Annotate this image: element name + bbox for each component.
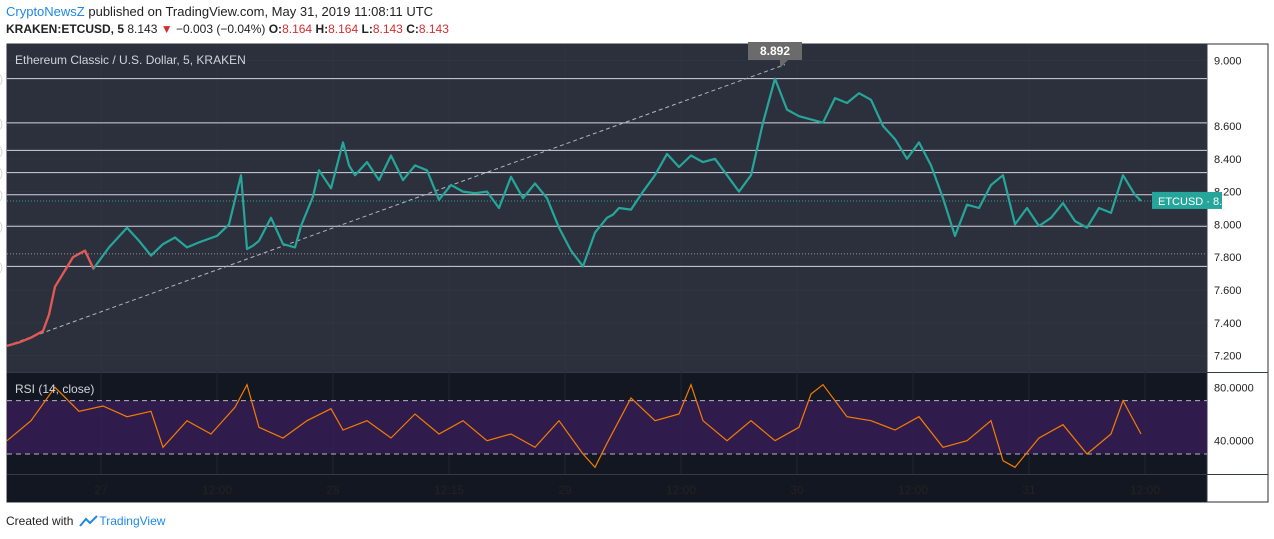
price-series-line bbox=[6, 77, 1142, 347]
x-tick-label: 12:00 bbox=[1130, 483, 1160, 497]
price-change: −0.003 (−0.04%) bbox=[175, 22, 266, 36]
published-line: CryptoNewsZ published on TradingView.com… bbox=[6, 4, 433, 19]
last-price-badge bbox=[1152, 191, 1222, 209]
chart-title: Ethereum Classic / U.S. Dollar, 5, KRAKE… bbox=[15, 53, 246, 67]
rsi-y-tick-label: 40.0000 bbox=[1214, 436, 1254, 448]
rsi-band bbox=[7, 400, 1207, 454]
footer: Created with TradingView bbox=[6, 514, 165, 528]
fib-level-label: 100.00%(7.744) bbox=[0, 261, 3, 273]
last-price: 8.143 bbox=[127, 22, 158, 36]
low-label: L: bbox=[361, 22, 373, 36]
rsi-title: RSI (14, close) bbox=[15, 382, 94, 396]
fib-level-label: 50.00%(8.316) bbox=[0, 168, 3, 180]
y-tick-label: 9.000 bbox=[1214, 55, 1242, 67]
y-tick-label: 7.800 bbox=[1214, 252, 1242, 264]
x-tick-label: 28 bbox=[326, 483, 340, 497]
x-tick-label: 30 bbox=[790, 483, 804, 497]
fib-level-label: 78.60%(7.989) bbox=[0, 221, 3, 233]
y-tick-label: 8.000 bbox=[1214, 219, 1242, 231]
x-tick-label: 12:00 bbox=[202, 483, 232, 497]
x-tick-label: 12:15 bbox=[434, 483, 464, 497]
x-tick-label: 29 bbox=[558, 483, 572, 497]
tradingview-logo[interactable]: TradingView bbox=[77, 514, 165, 528]
y-tick-label: 7.200 bbox=[1214, 351, 1242, 363]
fib-level-label: 38.20%(8.451) bbox=[0, 145, 3, 157]
close-label: C: bbox=[406, 22, 419, 36]
rsi-y-tick-label: 80.0000 bbox=[1214, 382, 1254, 394]
tradingview-text: TradingView bbox=[99, 514, 166, 528]
fib-trend-line bbox=[6, 64, 786, 347]
high-value: 8.164 bbox=[328, 22, 359, 36]
x-tick-label: 12:00 bbox=[898, 483, 928, 497]
y-tick-label: 8.600 bbox=[1214, 121, 1242, 133]
author-link[interactable]: CryptoNewsZ bbox=[6, 4, 85, 19]
fib-zone bbox=[7, 44, 1207, 372]
fib-level-label: 61.80%(8.181) bbox=[0, 190, 3, 202]
created-with-text: Created with bbox=[6, 514, 74, 528]
x-tick-label: 27 bbox=[94, 483, 108, 497]
close-value: 8.143 bbox=[418, 22, 449, 36]
fib-level-label: 0.00%(8.889) bbox=[0, 74, 3, 86]
high-callout-text: 8.892 bbox=[760, 44, 790, 58]
last-price-badge-text: ETCUSD · 8.143 bbox=[1158, 196, 1241, 208]
high-callout-box bbox=[748, 42, 802, 68]
fib-level-label: 23.60%(8.619) bbox=[0, 118, 3, 130]
open-value: 8.164 bbox=[282, 22, 313, 36]
symbol-label: KRAKEN:ETCUSD, 5 bbox=[6, 22, 125, 36]
published-text: published on TradingView.com, May 31, 20… bbox=[84, 4, 434, 19]
tradingview-cloud-icon bbox=[79, 515, 99, 527]
y-tick-label: 8.400 bbox=[1214, 154, 1242, 166]
rsi-series-line bbox=[6, 382, 1142, 469]
high-label: H: bbox=[315, 22, 329, 36]
x-tick-label: 12:00 bbox=[666, 483, 696, 497]
ohlc-line: KRAKEN:ETCUSD, 5 8.143 ▼ −0.003 (−0.04%)… bbox=[6, 22, 449, 36]
x-tick-label: 31 bbox=[1022, 483, 1036, 497]
open-label: O: bbox=[268, 22, 283, 36]
down-arrow-icon: ▼ bbox=[160, 22, 173, 36]
low-value: 8.143 bbox=[372, 22, 403, 36]
y-tick-label: 7.400 bbox=[1214, 318, 1242, 330]
y-tick-label: 7.600 bbox=[1214, 285, 1242, 297]
